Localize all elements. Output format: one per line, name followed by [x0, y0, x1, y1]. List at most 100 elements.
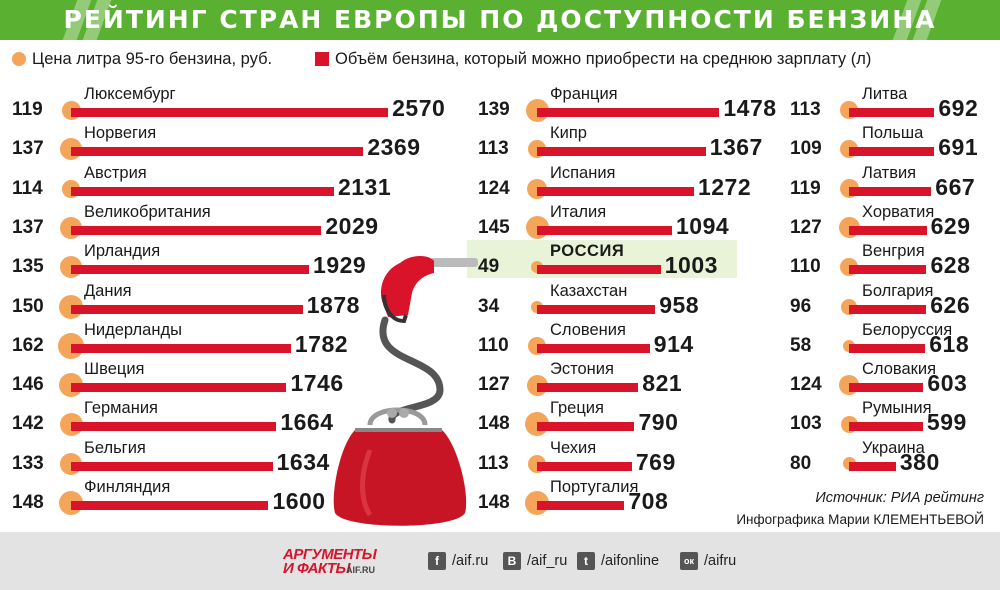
volume-value: 628 [930, 252, 971, 279]
country-row: 49 РОССИЯ 1003 [478, 242, 731, 279]
vk-icon: В [503, 552, 521, 570]
volume-bar [71, 186, 334, 196]
price-label: 119 [12, 99, 43, 120]
country-name: Словения [550, 320, 626, 339]
country-name: Ирландия [84, 242, 161, 261]
volume-bar [849, 225, 927, 235]
country-name: Италия [550, 202, 607, 221]
logo-site[interactable]: AIF.RU [346, 565, 375, 575]
country-name: Великобритания [84, 202, 211, 221]
country-row: 146 Швеция 1746 [12, 360, 356, 398]
price-label: 114 [12, 177, 43, 199]
country-name: Португалия [550, 478, 639, 496]
country-row: 148 Греция 790 [478, 399, 704, 437]
country-row: 162 Нидерланды 1782 [12, 321, 361, 359]
country-row: 127 Эстония 821 [478, 360, 708, 397]
price-label: 34 [478, 295, 500, 317]
volume-value: 2131 [337, 173, 392, 200]
country-row: 119 Латвия 667 [790, 164, 1000, 201]
price-label: 146 [12, 374, 44, 396]
country-row: 114 Австрия 2131 [12, 163, 404, 201]
country-row: 148 Финляндия 1600 [12, 478, 338, 515]
price-label: 124 [790, 374, 822, 396]
country-row: 133 Бельгия 1634 [12, 438, 343, 476]
volume-value: 1003 [664, 252, 718, 279]
country-row: 103 Румыния 599 [790, 399, 993, 436]
country-row: 137 Норвегия 2369 [12, 124, 433, 161]
country-row: 113 Кипр 1367 [478, 124, 776, 161]
volume-value: 1746 [290, 370, 344, 397]
volume-bar [71, 265, 310, 275]
volume-value: 1878 [306, 291, 360, 318]
price-label: 142 [12, 413, 44, 435]
volume-bar [537, 501, 625, 510]
country-name: Финляндия [84, 478, 171, 496]
volume-value: 1634 [276, 448, 330, 475]
volume-value: 1094 [675, 212, 730, 239]
volume-bar [849, 304, 927, 314]
legend-volume-marker [315, 52, 329, 66]
price-label: 145 [478, 216, 510, 238]
country-name: РОССИЯ [550, 242, 625, 261]
legend-price-label: Цена литра 95-го бензина, руб. [32, 50, 273, 68]
volume-value: 958 [659, 291, 700, 318]
price-label: 148 [478, 413, 510, 435]
country-row: 110 Словения 914 [478, 320, 720, 358]
country-name: Эстония [550, 360, 614, 379]
volume-value: 626 [930, 291, 971, 318]
volume-bar [71, 501, 269, 510]
source-note: Источник: РИА рейтинг [815, 490, 984, 506]
price-label: 113 [790, 99, 821, 120]
fuel-nozzle-purse-illustration [333, 256, 478, 526]
country-row: 124 Испания 1272 [478, 164, 764, 201]
price-label: 113 [478, 138, 509, 160]
volume-value: 380 [899, 448, 940, 475]
logo-top-word[interactable]: АРГУМЕНТЫ [283, 546, 377, 563]
volume-value: 914 [653, 330, 694, 357]
country-name: Казахстан [550, 281, 628, 300]
country-name: Австрия [84, 163, 147, 182]
country-name: Норвегия [84, 124, 157, 143]
social-handle: /aifru [704, 553, 737, 569]
volume-value: 618 [929, 330, 970, 357]
price-label: 49 [478, 256, 500, 278]
country-row: 58 Белоруссия 618 [790, 321, 995, 358]
price-label: 103 [790, 413, 822, 435]
volume-value: 1929 [313, 252, 367, 279]
country-name: Словакия [862, 360, 937, 379]
volume-bar [849, 147, 935, 157]
country-row: 139 Франция 1478 [478, 85, 789, 122]
country-name: Бельгия [84, 438, 146, 457]
volume-value: 691 [938, 134, 979, 161]
country-row: 137 Великобритания 2029 [12, 202, 391, 240]
social-handle: /aif.ru [452, 553, 489, 569]
volume-bar [849, 383, 924, 393]
country-row: 124 Словакия 603 [790, 360, 993, 397]
volume-bar [71, 225, 322, 235]
price-label: 148 [478, 492, 510, 513]
credit-note: Инфографика Марии КЛЕМЕНТЬЕВОЙ [736, 512, 984, 527]
title-band [0, 0, 1000, 40]
country-name: Швеция [84, 360, 145, 379]
country-row: 119 Люксембург 2570 [12, 85, 458, 122]
volume-bar [71, 461, 273, 471]
country-name: Франция [550, 85, 618, 103]
country-name: Украина [862, 438, 925, 457]
country-row: 113 Чехия 769 [478, 439, 702, 476]
footer: АРГУМЕНТЫ И ФАКТЫ AIF.RU f/aif.ru В/aif_r… [0, 532, 1000, 590]
volume-bar [71, 343, 291, 353]
volume-bar [71, 422, 277, 432]
country-name: Литва [862, 85, 908, 103]
country-name: Болгария [862, 281, 934, 300]
volume-bar [537, 304, 656, 314]
price-label: 139 [478, 99, 510, 120]
volume-bar [71, 304, 303, 314]
volume-value: 629 [930, 212, 971, 239]
volume-bar [849, 108, 935, 117]
logo-bottom-word[interactable]: И ФАКТЫ [283, 560, 351, 577]
country-row: 127 Хорватия 629 [790, 203, 997, 240]
country-name: Кипр [550, 124, 587, 143]
country-name: Венгрия [862, 242, 925, 261]
volume-bar [849, 422, 923, 432]
volume-value: 1367 [709, 134, 763, 161]
